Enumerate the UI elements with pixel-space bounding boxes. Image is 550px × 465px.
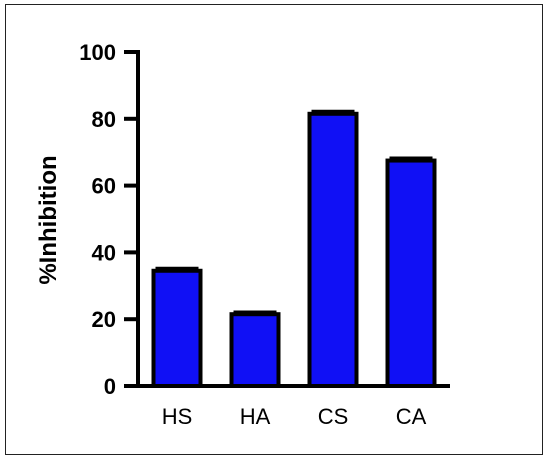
x-tick-label-cs: CS [318, 404, 349, 429]
y-axis-title: %Inhibition [35, 155, 62, 284]
x-tick-labels: HS HA CS CA [162, 404, 427, 429]
y-ticks: 0 20 40 60 80 100 [79, 40, 138, 399]
bar-cs [307, 111, 359, 388]
y-tick-label: 0 [104, 374, 116, 399]
x-tick-label-ha: HA [240, 404, 271, 429]
bar-hs [151, 268, 203, 388]
y-tick-label: 100 [79, 40, 116, 65]
y-tick-label: 40 [92, 240, 116, 265]
x-tick-label-hs: HS [162, 404, 193, 429]
y-tick-label: 80 [92, 107, 116, 132]
error-bars-layer [155, 109, 433, 315]
y-tick-label: 60 [92, 174, 116, 199]
x-tick-label-ca: CA [396, 404, 427, 429]
bars-layer [151, 111, 437, 388]
y-tick-label: 20 [92, 307, 116, 332]
bar-ca [385, 158, 437, 388]
bar-ha [229, 312, 281, 388]
